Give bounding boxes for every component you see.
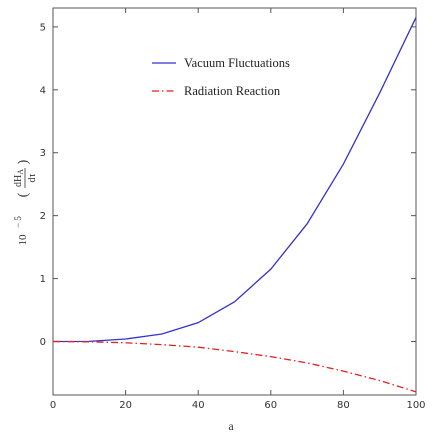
- y-label-prefix: 10: [17, 234, 29, 246]
- x-axis-label: a: [228, 419, 234, 433]
- x-tick-label: 60: [264, 400, 277, 411]
- y-label-denominator: dτ: [27, 173, 38, 182]
- y-axis-label: 10 − 5 ( dHA dτ ): [13, 159, 38, 245]
- y-label-numerator: dH: [13, 175, 24, 187]
- svg-text:10 − 5: 10 − 5: [13, 216, 30, 246]
- x-tick-label: 40: [192, 400, 205, 411]
- svg-text:dHA: dHA: [13, 169, 25, 187]
- y-tick-label: 4: [40, 85, 46, 96]
- series-line-radiation-reaction: [52, 340, 417, 393]
- y-tick-label: 0: [40, 337, 46, 348]
- series-layer: [52, 17, 417, 393]
- x-tick-label: 20: [119, 400, 132, 411]
- y-label-paren-close: ): [16, 159, 31, 164]
- axis-ticks: 0 20 40 60 80 100 0 1 2 3 4 5: [40, 8, 426, 411]
- y-tick-label: 5: [40, 22, 46, 33]
- y-tick-label: 2: [40, 211, 46, 222]
- y-label-numerator-sub: A: [16, 169, 25, 175]
- x-tick-label: 100: [406, 400, 425, 411]
- legend-label-vacuum-fluctuations: Vacuum Fluctuations: [184, 56, 290, 70]
- legend-label-radiation-reaction: Radiation Reaction: [184, 84, 281, 98]
- y-tick-label: 3: [40, 148, 46, 159]
- x-tick-label: 0: [50, 400, 56, 411]
- legend: Vacuum Fluctuations Radiation Reaction: [152, 56, 290, 98]
- series-line-vacuum-fluctuations: [52, 17, 417, 343]
- x-tick-label: 80: [337, 400, 350, 411]
- y-label-paren-open: (: [16, 192, 31, 197]
- plot-frame: [52, 7, 417, 396]
- y-label-exponent: − 5: [13, 216, 23, 228]
- y-tick-label: 1: [40, 274, 46, 285]
